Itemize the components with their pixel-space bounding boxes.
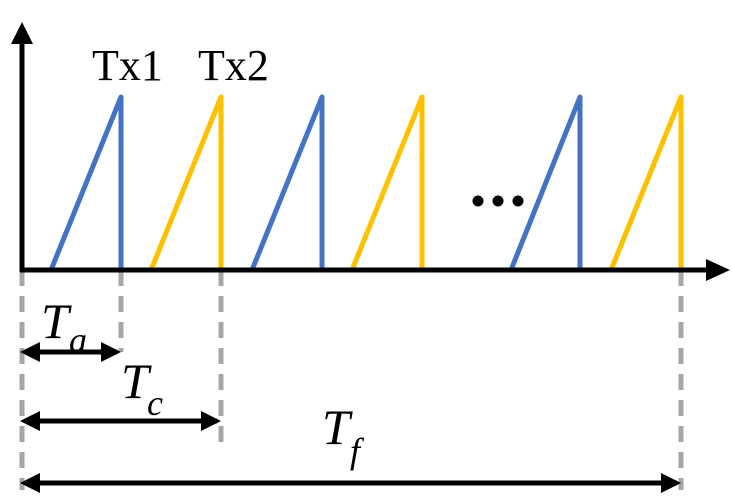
ta-arrowhead-left — [20, 342, 40, 362]
tf-arrowhead-right — [661, 473, 681, 493]
ta-label: T — [41, 293, 72, 349]
guide-lines — [19, 270, 684, 490]
tx2-chirp — [349, 94, 425, 273]
tc-arrowhead-left — [20, 411, 40, 431]
tf-label-subscript: f — [350, 431, 365, 471]
ellipsis-dot — [492, 195, 504, 207]
tf-label: T — [322, 399, 353, 455]
axes — [19, 40, 708, 273]
tx1-label: Tx1 — [92, 41, 163, 90]
ellipsis-dot — [512, 195, 524, 207]
ta-interval: T a — [20, 293, 121, 362]
ellipsis — [472, 195, 524, 207]
tc-interval: T c — [20, 353, 221, 431]
tx1-chirp — [508, 94, 583, 273]
ta-label-subscript: a — [69, 320, 87, 360]
ta-arrowhead-right — [101, 342, 121, 362]
ellipsis-dot — [472, 195, 484, 207]
tc-label: T — [121, 353, 152, 409]
tx2-chirp — [608, 94, 684, 273]
tx1-chirp — [249, 94, 325, 273]
tc-arrowhead-right — [201, 411, 221, 431]
y-axis-arrowhead — [11, 22, 33, 44]
tx2-label: Tx2 — [198, 41, 269, 90]
tf-interval: T f — [20, 399, 681, 493]
x-axis-arrowhead — [706, 259, 730, 281]
tx1-chirp — [48, 94, 124, 273]
tx2-chirp — [148, 94, 224, 273]
tx1-chirps — [48, 94, 583, 273]
tf-arrowhead-left — [20, 473, 40, 493]
tx2-chirps — [148, 94, 684, 273]
tc-label-subscript: c — [147, 383, 163, 423]
